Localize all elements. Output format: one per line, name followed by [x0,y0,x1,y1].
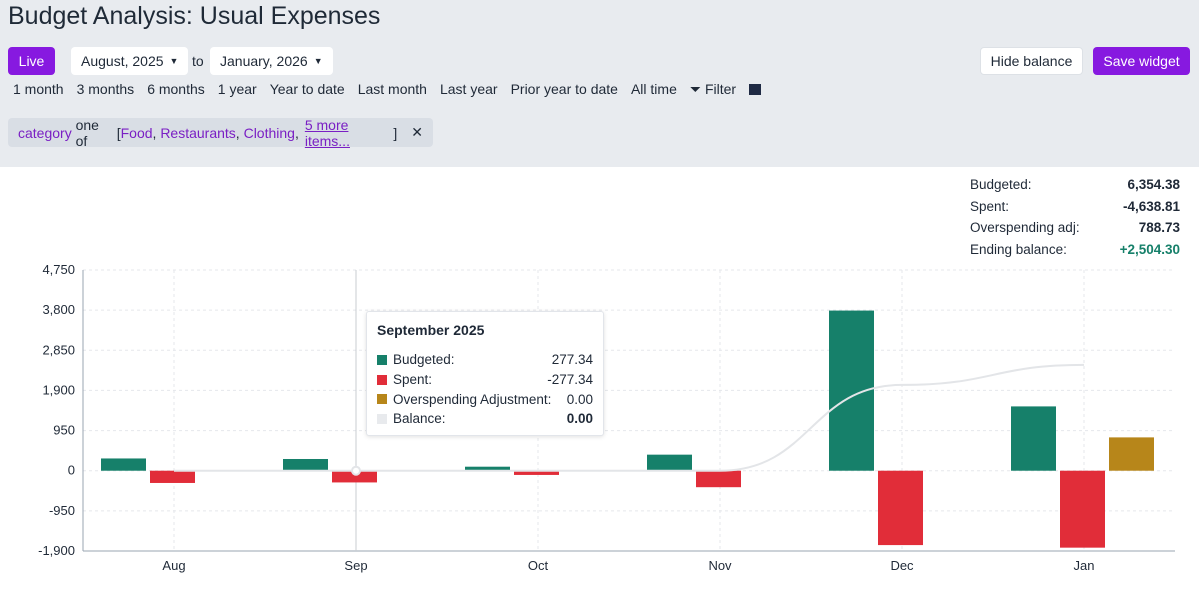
spent-bar [696,470,741,488]
summary: Budgeted: 6,354.38 Spent: -4,638.81 Oversp… [970,177,1180,264]
tooltip-spent: Spent: -277.34 [377,370,593,390]
range-last-year[interactable]: Last year [439,81,498,97]
x-tick-label: Oct [528,558,549,573]
range-prior-ytd[interactable]: Prior year to date [510,81,618,97]
x-tick-label: Dec [890,558,914,573]
balance-line [173,363,1085,472]
summary-ending-balance: Ending balance: +2,504.30 [970,242,1180,258]
y-tick-label: 2,850 [42,342,75,357]
tooltip-overspending: Overspending Adjustment: 0.00 [377,389,593,409]
close-icon[interactable]: ✕ [411,124,423,140]
budgeted-bar [1011,406,1056,471]
end-month-select[interactable]: January, 2026 ▼ [210,47,333,75]
hide-balance-button[interactable]: Hide balance [980,47,1083,75]
to-label: to [192,53,204,69]
y-tick-label: 0 [68,463,75,478]
overspending-adjustment-bar [1109,437,1154,471]
range-6-months[interactable]: 6 months [147,81,205,97]
spent-bar [1060,470,1105,548]
spent-bar [514,470,559,475]
y-tick-label: -950 [49,503,75,518]
range-1-year[interactable]: 1 year [217,81,257,97]
budgeted-bar [647,454,692,471]
y-tick-label: 3,800 [42,302,75,317]
caret-down-icon: ▼ [313,56,323,66]
summary-overspending: Overspending adj: 788.73 [970,220,1180,236]
y-tick-label: 950 [53,423,75,438]
x-tick-label: Nov [708,558,732,573]
y-tick-label: -1,900 [38,543,75,558]
y-tick-label: 4,750 [42,262,75,277]
filter-button[interactable]: ⏷ Filter [689,81,737,97]
range-year-to-date[interactable]: Year to date [269,81,345,97]
live-button[interactable]: Live [8,47,55,75]
range-last-month[interactable]: Last month [357,81,427,97]
range-3-months[interactable]: 3 months [76,81,135,97]
filter-chip: category one of [Food, Restaurants, Clot… [8,116,433,149]
y-tick-label: 1,900 [42,382,75,397]
tooltip-budgeted: Budgeted: 277.34 [377,350,593,370]
chart-type-icon[interactable] [749,84,762,95]
summary-spent: Spent: -4,638.81 [970,198,1180,214]
spent-bar [150,470,195,483]
spent-bar [332,470,377,483]
funnel-icon: ⏷ [689,81,702,97]
balance-point [351,465,361,476]
budgeted-bar [101,458,146,471]
x-tick-label: Aug [162,558,185,573]
budgeted-bar [283,458,328,471]
tooltip-balance: Balance: 0.00 [377,409,593,429]
summary-budgeted: Budgeted: 6,354.38 [970,177,1180,192]
caret-down-icon: ▼ [169,56,179,66]
range-presets: 1 month 3 months 6 months 1 year Year to… [13,81,762,98]
filter-field[interactable]: category [18,124,72,141]
save-widget-button[interactable]: Save widget [1093,47,1190,75]
spent-bar [878,470,923,546]
more-items-link[interactable]: 5 more items... [304,116,350,149]
range-1-month[interactable]: 1 month [13,81,64,97]
x-tick-label: Jan [1074,558,1095,573]
x-tick-label: Sep [344,558,367,573]
range-all-time[interactable]: All time [630,81,677,97]
tooltip: September 2025 Budgeted: 277.34 Spent: -27… [366,311,604,436]
budgeted-bar [465,466,510,471]
start-month-select[interactable]: August, 2025 ▼ [71,47,189,75]
page-title: Budget Analysis: Usual Expenses [8,2,381,30]
